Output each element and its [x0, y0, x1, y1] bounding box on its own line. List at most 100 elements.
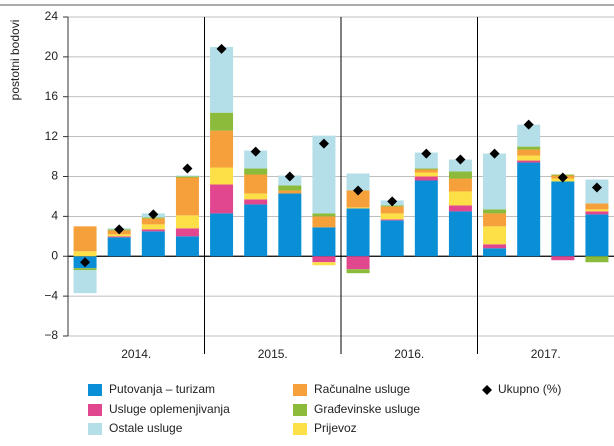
total-marker — [489, 148, 500, 159]
bar-segment — [244, 193, 268, 200]
bar-segment — [210, 184, 234, 214]
bar-segment — [210, 167, 234, 185]
legend-label: Ukupno (%) — [498, 382, 561, 396]
legend-label: Računalne usluge — [314, 382, 410, 396]
bar-segment — [448, 211, 472, 257]
bar-segment — [73, 251, 97, 257]
legend-label: Prijevoz — [314, 421, 357, 435]
bar-segment — [483, 213, 507, 227]
bar-segment — [483, 209, 507, 214]
bar-segment — [346, 269, 370, 274]
legend-swatch — [88, 423, 102, 435]
legend-swatch — [293, 423, 307, 435]
total-marker — [148, 209, 159, 220]
bar-segment — [585, 214, 609, 257]
bar-segment — [585, 209, 609, 212]
total-marker — [182, 163, 193, 174]
bar-segment — [483, 226, 507, 245]
bar-segment — [448, 205, 472, 212]
bar-segment — [210, 46, 234, 113]
bar-segment — [380, 220, 404, 257]
x-group-label: 2015. — [258, 347, 288, 361]
y-tick-label: 20 — [45, 49, 59, 63]
y-tick-label: 8 — [51, 169, 58, 183]
total-marker — [591, 182, 602, 193]
bar-segment — [414, 152, 438, 169]
bar-segment — [551, 181, 575, 257]
bar-segment — [141, 229, 165, 232]
bar-segment — [244, 174, 268, 194]
legend-swatch — [88, 384, 102, 396]
bar-segment — [346, 190, 370, 208]
bar-segment — [483, 248, 507, 257]
total-marker — [455, 154, 466, 165]
total-marker — [318, 138, 329, 149]
bar-segment — [517, 162, 541, 257]
bar-segment — [175, 177, 199, 216]
y-tick-label: 0 — [51, 248, 58, 262]
total-marker — [216, 43, 227, 54]
bar-segment — [141, 231, 165, 257]
bar-segment — [107, 236, 131, 238]
x-group-label: 2017. — [531, 347, 561, 361]
legend-swatch — [293, 384, 307, 396]
bar-segment — [244, 168, 268, 175]
bar-segment — [312, 213, 336, 217]
bar-segment — [380, 213, 404, 220]
total-marker — [557, 172, 568, 183]
y-tick-label: −4 — [44, 288, 58, 302]
legend-label: Putovanja – turizam — [109, 382, 215, 396]
bar-segment — [585, 256, 609, 263]
bar-segment — [414, 180, 438, 257]
bar-segment — [141, 218, 165, 225]
y-tick-label: −8 — [44, 328, 58, 342]
legend-marker — [482, 385, 492, 395]
total-marker — [114, 224, 125, 235]
bar-segment — [244, 199, 268, 205]
y-tick-label: 16 — [45, 89, 59, 103]
bar-segment — [244, 150, 268, 169]
bar-segment — [517, 124, 541, 147]
y-tick-label: 4 — [51, 209, 58, 223]
bar-segment — [517, 146, 541, 150]
legend-swatch — [88, 404, 102, 416]
bar-segment — [175, 228, 199, 237]
y-tick-label: 12 — [45, 129, 59, 143]
bar-segment — [483, 153, 507, 210]
bar-segment — [448, 178, 472, 192]
bar-segment — [483, 244, 507, 249]
bar-segment — [73, 226, 97, 252]
bar-segment — [278, 193, 302, 257]
bar-segment — [312, 227, 336, 257]
bar-segment — [175, 176, 199, 178]
bar-segment — [312, 256, 336, 263]
bar-segment — [346, 256, 370, 270]
bar-segment — [346, 208, 370, 257]
x-group-label: 2014. — [121, 347, 151, 361]
bar-segment — [346, 173, 370, 191]
total-marker — [387, 196, 398, 207]
bar-segment — [448, 159, 472, 172]
bar-segment — [210, 130, 234, 168]
bar-segment — [585, 211, 609, 215]
y-tick-label: 24 — [45, 9, 59, 23]
total-marker — [284, 171, 295, 182]
total-marker — [421, 148, 432, 159]
bar-segment — [210, 112, 234, 131]
bar-segment — [107, 234, 131, 237]
bar-segment — [107, 237, 131, 257]
bar-segment — [414, 168, 438, 170]
bar-segment — [346, 207, 370, 209]
bar-segment — [278, 190, 302, 194]
bar-segment — [278, 185, 302, 191]
bar-segment — [244, 204, 268, 257]
bar-segment — [517, 160, 541, 163]
legend-swatch — [293, 404, 307, 416]
bar-segment — [414, 172, 438, 177]
bar-segment — [175, 236, 199, 257]
total-marker — [80, 257, 91, 268]
bar-segment — [414, 176, 438, 181]
bar-segment — [517, 155, 541, 161]
bar-segment — [141, 224, 165, 230]
